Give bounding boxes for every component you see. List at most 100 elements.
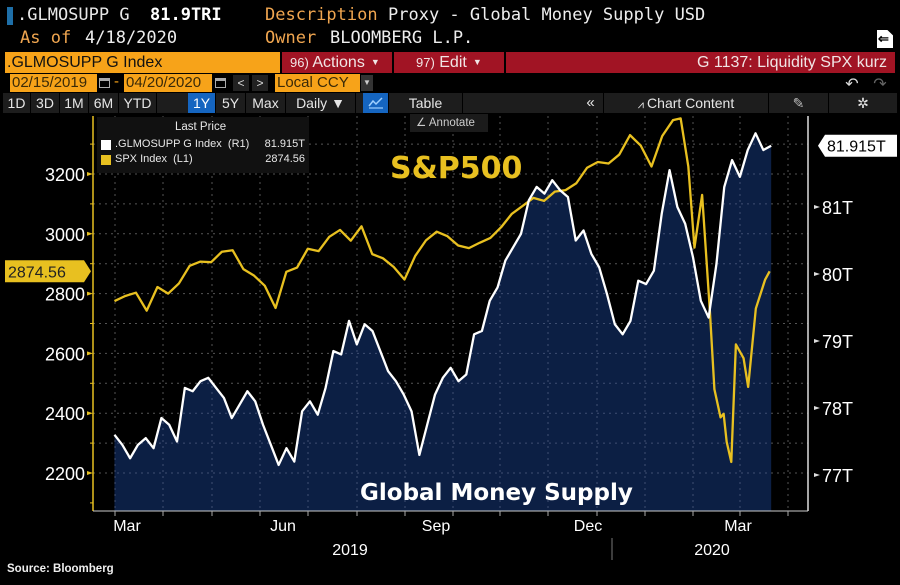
legend-swatch-white: [101, 140, 111, 150]
security-color-marker: [7, 7, 13, 25]
range-1m[interactable]: 1M: [60, 93, 89, 113]
range-3d[interactable]: 3D: [31, 93, 60, 113]
left-tick: [87, 351, 93, 356]
range-ytd[interactable]: YTD: [119, 93, 157, 113]
chevron-down-icon: ▼: [370, 57, 380, 67]
left-tick-label: 3000: [45, 225, 85, 245]
actions-number: 96): [290, 55, 309, 70]
chart-legend: Last Price .GLMOSUPP G Index (R1) 81.915…: [97, 117, 309, 173]
money-supply-annotation: Global Money Supply: [360, 480, 633, 506]
right-tick-label: 78T: [822, 399, 853, 419]
edit-button[interactable]: 97) Edit ▼: [394, 52, 504, 73]
left-tick-label: 3200: [45, 165, 85, 185]
spx-line: [113, 117, 771, 464]
legend-item-money-supply[interactable]: .GLMOSUPP G Index (R1) 81.915T: [101, 138, 305, 152]
edit-chart-icon[interactable]: ✎: [769, 93, 829, 113]
x-year-label: 2020: [694, 542, 730, 559]
chart-title: G 1137: Liquidity SPX kurz: [506, 52, 895, 73]
owner: BLOOMBERG L.P.: [330, 28, 474, 48]
right-tick-label: 77T: [822, 466, 853, 486]
ticker: .GLMOSUPP G: [17, 5, 130, 25]
range-5y[interactable]: 5Y: [216, 93, 246, 113]
frequency-select[interactable]: Daily ▼: [286, 93, 356, 113]
legend-swatch-yellow: [101, 155, 111, 165]
left-tick: [87, 291, 93, 296]
left-tick-label: 2400: [45, 404, 85, 424]
as-of-date: 4/18/2020: [85, 28, 178, 48]
range-6m[interactable]: 6M: [89, 93, 119, 113]
date-bar: 02/15/2019 - 04/20/2020 < > Local CCY ▼ …: [0, 73, 900, 93]
left-tick: [87, 172, 93, 176]
calendar-icon[interactable]: [215, 78, 226, 88]
spx-last-value-tag: [5, 260, 91, 283]
as-of-label: As of: [20, 28, 72, 48]
money-supply-last-value-tag: [818, 134, 897, 157]
actions-label: Actions: [312, 54, 365, 71]
right-tick: [814, 406, 820, 410]
collapse-icon[interactable]: «: [578, 93, 604, 113]
left-tick-label: 2800: [45, 285, 85, 305]
money-supply-last-value-label: 81.915T: [827, 139, 886, 156]
range-1d[interactable]: 1D: [3, 93, 31, 113]
pencil-icon: ∠: [416, 117, 429, 129]
x-tick-label: Jun: [270, 518, 296, 535]
legend-name: SPX Index (L1): [115, 153, 193, 165]
settings-gear-icon[interactable]: ✲: [857, 95, 869, 111]
annotate-button[interactable]: ∠ Annotate: [410, 114, 488, 132]
right-tick: [814, 205, 820, 209]
right-tick: [814, 339, 820, 343]
chart: 2200 2400 2600 2800 3000 3200 77T 78T 79T 80T 81T 2…: [5, 116, 897, 560]
edit-label: Edit: [439, 54, 467, 71]
line-chart-icon[interactable]: [363, 93, 389, 113]
edit-number: 97): [416, 55, 435, 70]
last-value: 81.9TRI: [150, 5, 222, 25]
security-field[interactable]: .GLMOSUPP G Index: [5, 52, 280, 73]
left-tick: [87, 411, 93, 416]
range-max[interactable]: Max: [246, 93, 286, 113]
currency-select[interactable]: Local CCY: [275, 74, 360, 92]
left-tick-label: 2600: [45, 344, 85, 364]
redo-icon[interactable]: ↷: [873, 76, 887, 93]
right-tick: [814, 272, 820, 276]
right-tick-label: 81T: [822, 198, 853, 218]
money-supply-line: [113, 132, 772, 467]
calendar-icon[interactable]: [99, 78, 110, 88]
x-tick-label: Mar: [113, 518, 141, 535]
chart-content-button[interactable]: ⩘ Chart Content: [604, 93, 769, 113]
right-tick-label: 80T: [822, 265, 853, 285]
source-note: Source: Bloomberg: [7, 563, 114, 575]
x-tick-label: Dec: [574, 518, 602, 535]
prev-period-button[interactable]: <: [233, 75, 249, 91]
chart-content-icon: ⩘: [637, 99, 648, 111]
chevron-down-icon[interactable]: ▼: [361, 75, 373, 91]
table-button[interactable]: Table: [389, 93, 463, 113]
range-1y[interactable]: 1Y: [188, 93, 216, 113]
end-date-input[interactable]: 04/20/2020: [124, 74, 212, 92]
legend-name: .GLMOSUPP G Index (R1): [115, 138, 250, 150]
description: Proxy - Global Money Supply USD: [388, 5, 706, 25]
right-tick-label: 79T: [822, 332, 853, 352]
date-separator: -: [114, 73, 119, 90]
x-year-label: 2019: [332, 542, 368, 559]
undo-icon[interactable]: ↶: [845, 76, 859, 93]
spx-last-value-label: 2874.56: [8, 264, 66, 281]
legend-item-spx[interactable]: SPX Index (L1) 2874.56: [101, 153, 305, 167]
owner-label: Owner: [265, 28, 317, 48]
spx-annotation: S&P500: [390, 151, 522, 186]
actions-button[interactable]: 96) Actions ▼: [282, 52, 392, 73]
security-header: .GLMOSUPP G 81.9TRI Description Proxy - …: [0, 5, 900, 27]
right-tick: [814, 473, 820, 477]
security-subheader: As of 4/18/2020 Owner BLOOMBERG L.P.: [0, 28, 900, 50]
left-tick: [87, 471, 93, 475]
export-arrow-icon[interactable]: ⇐: [877, 30, 893, 48]
next-period-button[interactable]: >: [252, 75, 268, 91]
chart-content-label: Chart Content: [647, 95, 735, 111]
left-tick: [87, 231, 93, 236]
left-tick-label: 2200: [45, 464, 85, 484]
money-supply-area: [114, 133, 772, 512]
legend-value: 2874.56: [265, 153, 305, 165]
chevron-down-icon: ▼: [472, 57, 482, 67]
x-tick-label: Mar: [724, 518, 752, 535]
axes: 2200 2400 2600 2800 3000 3200 77T 78T 79T 80T 81T 2…: [5, 116, 897, 560]
start-date-input[interactable]: 02/15/2019: [10, 74, 97, 92]
